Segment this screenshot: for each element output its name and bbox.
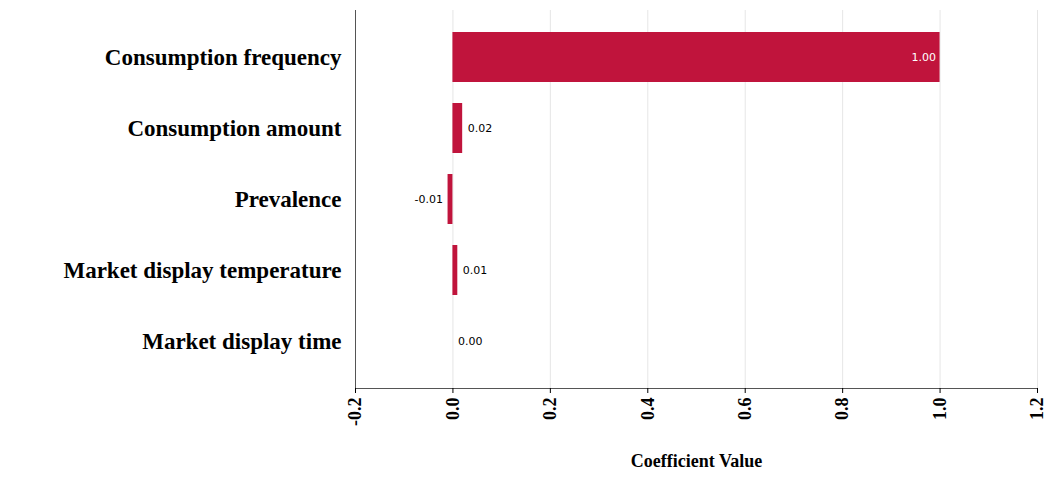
svg-text:Consumption amount: Consumption amount [127,116,341,141]
svg-text:0.4: 0.4 [638,398,658,421]
svg-text:-0.01: -0.01 [415,193,443,206]
svg-text:1.2: 1.2 [1027,398,1047,421]
svg-text:0.6: 0.6 [735,398,755,421]
svg-text:0.00: 0.00 [458,335,483,348]
svg-text:-0.2: -0.2 [345,398,365,427]
svg-text:0.2: 0.2 [540,398,560,421]
svg-text:1.0: 1.0 [930,398,950,421]
svg-text:0.02: 0.02 [468,122,493,135]
svg-text:Market display temperature: Market display temperature [63,258,341,283]
svg-text:Prevalence: Prevalence [235,187,342,212]
svg-text:0.0: 0.0 [443,398,463,421]
svg-text:Market display time: Market display time [142,329,341,354]
svg-text:0.8: 0.8 [832,398,852,421]
svg-text:1.00: 1.00 [912,51,937,64]
svg-text:Coefficient Value: Coefficient Value [631,451,762,471]
svg-text:Consumption frequency: Consumption frequency [105,45,342,70]
svg-text:0.01: 0.01 [463,264,488,277]
